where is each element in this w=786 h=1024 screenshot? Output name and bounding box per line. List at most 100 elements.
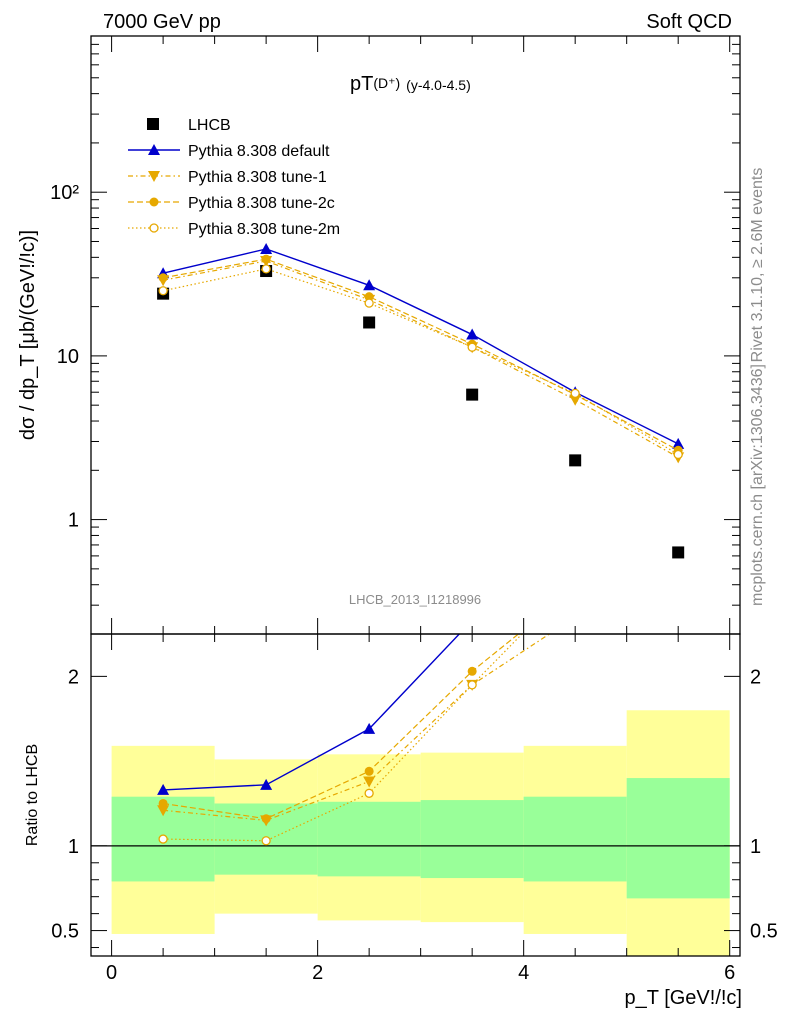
main-panel: 1 10 10² pT(D⁺) (y-4.0-4.5) LHCB_2013_I1218… <box>17 35 741 635</box>
data-point <box>466 388 479 401</box>
data-point <box>363 316 376 329</box>
data-point <box>363 279 376 291</box>
uncertainty-band-inner <box>626 778 730 899</box>
y-tick-label: 10 <box>57 346 79 368</box>
x-tick-label: 0 <box>106 962 117 984</box>
ratio-point <box>571 584 580 593</box>
main-y-ticks: 1 10 10² <box>50 35 740 635</box>
ratio-point <box>158 798 168 808</box>
series-line <box>163 260 679 458</box>
mcplots-label: mcplots.cern.ch [arXiv:1306.3436] <box>749 364 766 606</box>
data-point <box>467 342 477 352</box>
ratio-point <box>157 783 170 795</box>
ratio-point <box>674 299 683 308</box>
legend-entry: Pythia 8.308 tune-1 <box>128 169 327 186</box>
header-left: 7000 GeV pp <box>103 11 221 33</box>
series-0 <box>157 265 685 559</box>
ratio-point <box>364 788 374 798</box>
legend-entry: Pythia 8.308 default <box>128 143 330 160</box>
ratio-point <box>157 805 170 817</box>
data-point <box>466 328 479 340</box>
main-y-axis-label: dσ / dp_T [μb/(GeV!/!c)] <box>17 230 39 440</box>
uncertainty-band-inner <box>523 796 627 882</box>
legend-entry: Pythia 8.308 tune-2c <box>128 195 335 212</box>
header-right: Soft QCD <box>646 11 732 33</box>
ratio-series-3 <box>158 333 682 846</box>
y-tick-label-right: 1 <box>750 836 761 858</box>
chart-title: pT(D⁺) (y-4.0-4.5) <box>350 73 471 95</box>
ratio-point <box>261 836 271 846</box>
ratio-point <box>571 576 579 584</box>
legend-marker <box>148 144 160 155</box>
rivet-label: Rivet 3.1.10, ≥ 2.6M events <box>749 168 766 363</box>
data-point <box>672 437 685 449</box>
ratio-point <box>158 834 168 844</box>
legend-entry: LHCB <box>147 117 231 134</box>
data-point <box>364 298 374 308</box>
ratio-series-2 <box>158 299 683 824</box>
x-tick-label: 6 <box>724 962 735 984</box>
ratio-point <box>260 778 273 790</box>
ratio-point <box>467 666 477 676</box>
legend: LHCB Pythia 8.308 default Pythia 8.308 tun… <box>128 117 340 238</box>
legend-label: Pythia 8.308 tune-2m <box>188 221 340 238</box>
ratio-series-0 <box>157 230 684 795</box>
ratio-point <box>363 722 376 734</box>
series-1 <box>157 242 685 449</box>
main-panel-marks <box>157 242 685 559</box>
data-point <box>570 388 580 399</box>
ratio-line <box>163 634 461 791</box>
data-point <box>261 254 271 264</box>
data-point <box>158 273 168 283</box>
series-line <box>162 268 679 455</box>
ratio-point <box>261 814 271 824</box>
data-point <box>672 546 685 559</box>
legend-label: Pythia 8.308 default <box>188 143 330 160</box>
data-point <box>261 264 271 274</box>
series-2 <box>157 255 685 464</box>
y-tick-label-right: 0.5 <box>750 921 778 943</box>
ratio-point <box>674 333 682 341</box>
series-4 <box>158 264 683 460</box>
ratio-point <box>569 569 581 580</box>
legend-marker <box>148 171 160 182</box>
y-tick-label: 2 <box>68 666 79 688</box>
legend-marker <box>149 223 159 233</box>
ratio-panel: 0.5 0.5 1 1 2 2 0 2 4 6 Ratio to LHCB p_T [GeV!/… <box>24 230 778 1009</box>
data-point <box>260 242 273 254</box>
legend-marker <box>147 118 159 130</box>
ratio-point <box>569 612 581 623</box>
legend-marker <box>149 197 159 207</box>
uncertainty-band-inner <box>420 800 524 879</box>
ratio-point <box>467 680 477 690</box>
x-axis-label: p_T [GeV!/!c] <box>625 987 742 1009</box>
chart-title-suffix: (y-4.0-4.5) <box>406 77 471 93</box>
y-tick-label: 1 <box>68 836 79 858</box>
legend-label: LHCB <box>188 117 231 134</box>
ratio-panel-frame <box>90 633 741 957</box>
ratio-point <box>672 230 684 241</box>
x-tick-label: 2 <box>312 962 323 984</box>
y-tick-label-right: 2 <box>750 666 761 688</box>
ratio-line <box>163 634 551 822</box>
data-point <box>673 449 683 460</box>
main-x-ticks <box>111 36 731 634</box>
x-tick-label: 4 <box>518 962 529 984</box>
ratio-y-axis-label: Ratio to LHCB <box>24 744 41 846</box>
y-tick-label: 10² <box>50 182 79 204</box>
data-point <box>158 286 168 296</box>
ratio-point <box>363 776 376 788</box>
uncertainty-band-inner <box>317 801 421 877</box>
ratio-line <box>163 634 520 820</box>
data-point <box>569 454 582 467</box>
chart-title-main: pT <box>350 73 373 95</box>
series-3 <box>158 254 683 455</box>
legend-entry: Pythia 8.308 tune-2m <box>128 221 340 238</box>
ratio-point <box>672 366 684 377</box>
ratio-panel-marks <box>91 230 740 956</box>
y-tick-label: 1 <box>68 510 79 532</box>
legend-label: Pythia 8.308 tune-2c <box>188 195 335 212</box>
y-tick-label: 0.5 <box>51 921 79 943</box>
legend-label: Pythia 8.308 tune-1 <box>188 169 327 186</box>
